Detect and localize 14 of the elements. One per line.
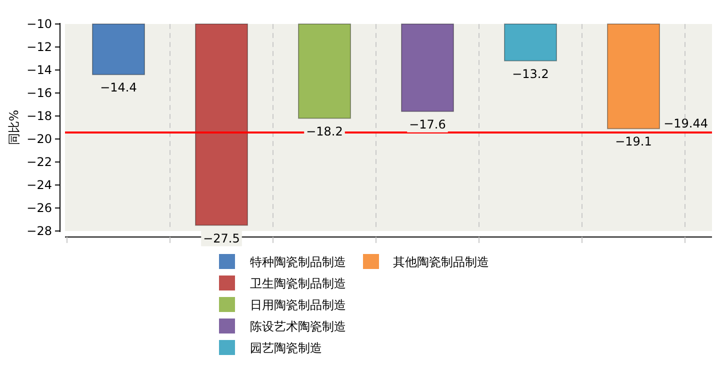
data-label: −13.2 [512,66,549,81]
data-label: −18.2 [306,124,343,138]
legend-label: 陈设艺术陶瓷制造 [250,320,346,334]
legend-label: 园艺陶瓷制造 [250,341,322,355]
legend-label: 其他陶瓷制品制造 [393,255,489,269]
data-label: −27.5 [203,231,240,246]
legend-label: 日用陶瓷制品制造 [250,298,346,312]
y-axis-title: 同比% [7,110,21,146]
data-label: −19.1 [615,134,652,149]
ref-line-label: −19.44 [664,116,708,131]
data-label: −14.4 [100,80,137,95]
legend-label: 卫生陶瓷制品制造 [250,276,346,290]
data-label: −17.6 [409,117,446,132]
legend-label: 特种陶瓷制品制造 [250,255,346,269]
